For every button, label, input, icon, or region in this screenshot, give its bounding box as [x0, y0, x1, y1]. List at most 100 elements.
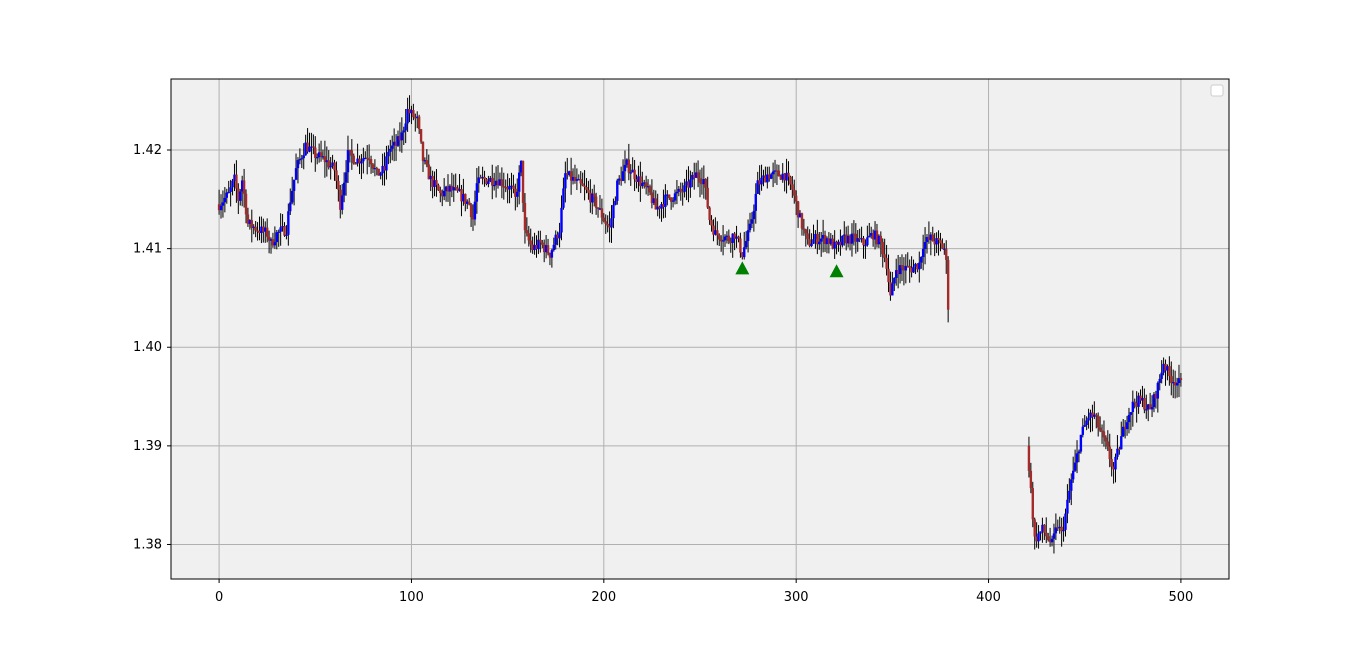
candle-body-up — [233, 174, 236, 181]
candle-body-down — [367, 158, 371, 161]
candle-body-down — [421, 141, 425, 162]
candle-body-up — [746, 230, 750, 242]
candle-body-up — [1041, 524, 1044, 532]
candle-body-up — [929, 234, 933, 240]
candle-body-down — [946, 259, 950, 310]
candle-body-up — [1150, 407, 1154, 410]
candle-body-up — [537, 239, 540, 250]
candle-body-down — [265, 227, 269, 237]
candle-body-up — [466, 201, 469, 204]
candle-body-up — [1093, 414, 1096, 417]
candle-body-up — [458, 189, 461, 191]
candle-body-down — [437, 185, 440, 191]
candle-body-down — [793, 189, 796, 196]
candle-body-down — [835, 241, 838, 245]
candle-body-up — [898, 265, 902, 275]
candle-body-up — [1068, 490, 1071, 500]
candle-body-up — [281, 226, 284, 228]
candle-body-up — [664, 194, 667, 207]
candle-body-up — [895, 270, 898, 278]
candle-body-up — [671, 200, 675, 202]
candle-body-up — [298, 159, 302, 161]
candle-body-down — [1118, 448, 1121, 450]
candle-body-down — [242, 180, 246, 194]
candle-body-down — [791, 184, 794, 190]
candle-body-up — [618, 178, 621, 181]
candle-body-up — [748, 223, 752, 231]
candle-body-down — [937, 238, 940, 241]
candle-body-down — [1110, 459, 1113, 467]
candle-body-down — [1098, 427, 1102, 431]
candle-body-down — [514, 188, 517, 197]
candle-body-down — [496, 180, 500, 186]
candle-body-up — [364, 157, 367, 160]
candle-body-down — [900, 265, 904, 268]
candle-body-down — [593, 193, 596, 197]
candle-body-up — [846, 235, 850, 244]
candle-body-down — [569, 171, 573, 181]
candle-body-up — [1085, 420, 1088, 426]
candle-body-down — [246, 214, 250, 224]
candle-body-up — [1071, 470, 1075, 480]
candle-body-up — [918, 262, 921, 270]
candle-body-up — [685, 181, 688, 186]
candle-body-up — [1137, 395, 1140, 407]
candle-body-up — [781, 173, 784, 180]
candle-body-up — [1122, 426, 1125, 437]
candle-body-up — [814, 233, 817, 240]
candle-body-up — [1160, 372, 1163, 379]
candle-body-up — [660, 204, 663, 209]
candle-body-down — [1135, 402, 1138, 407]
candle-body-up — [1166, 366, 1169, 371]
candle-body-down — [871, 233, 875, 240]
candle-body-up — [315, 157, 319, 159]
candle-body-down — [941, 243, 944, 249]
candle-body-down — [852, 233, 856, 235]
candle-body-up — [1177, 378, 1181, 384]
candle-body-down — [648, 186, 652, 193]
candle-body-up — [1062, 529, 1065, 532]
candle-body-down — [816, 233, 819, 245]
candle-body-down — [446, 186, 450, 192]
candle-body-up — [423, 160, 427, 162]
candle-body-up — [444, 186, 448, 191]
candle-body-up — [360, 161, 363, 164]
candle-body-down — [1096, 415, 1100, 428]
candle-body-down — [875, 230, 879, 245]
candle-body-down — [327, 160, 330, 168]
candle-body-up — [475, 183, 479, 202]
candle-body-down — [319, 152, 323, 157]
candle-body-up — [785, 172, 788, 181]
candle-body-down — [693, 174, 696, 178]
candle-body-down — [529, 240, 532, 245]
candle-body-down — [635, 179, 638, 183]
candle-body-up — [714, 230, 717, 235]
candle-body-up — [1125, 422, 1129, 430]
candle-body-down — [521, 160, 525, 203]
candle-body-up — [410, 110, 413, 114]
candle-body-up — [856, 238, 859, 242]
candle-body-up — [623, 164, 627, 172]
candle-body-up — [567, 171, 571, 175]
candle-body-up — [264, 227, 267, 232]
candle-body-down — [802, 228, 806, 230]
candle-body-down — [658, 206, 661, 209]
candle-body-up — [612, 204, 615, 219]
candle-body-down — [729, 241, 732, 243]
candle-body-down — [602, 217, 606, 222]
candle-body-down — [681, 191, 684, 193]
candle-body-up — [744, 241, 748, 248]
candle-body-down — [1031, 488, 1034, 520]
candle-body-down — [639, 176, 642, 187]
candle-body-down — [441, 193, 444, 197]
candle-body-up — [1037, 533, 1040, 542]
candle-body-down — [1112, 466, 1115, 470]
candle-body-up — [1054, 527, 1058, 534]
candlestick-series — [217, 95, 1183, 554]
candle-body-up — [1131, 401, 1135, 413]
x-tick-label: 0 — [215, 590, 223, 605]
candle-body-down — [1102, 431, 1106, 438]
candle-body-up — [304, 142, 307, 156]
candle-body-up — [389, 148, 392, 152]
